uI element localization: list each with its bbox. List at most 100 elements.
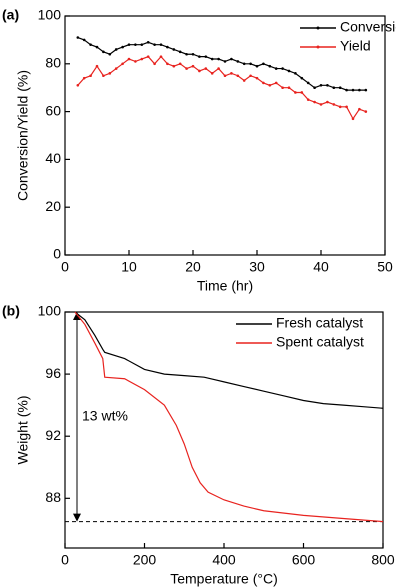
data-point (249, 74, 252, 78)
data-point (345, 88, 348, 92)
data-point (108, 72, 112, 75)
legend-label: Conversion (340, 19, 396, 35)
x-axis-label: Time (hr) (197, 278, 253, 294)
data-point (262, 62, 265, 66)
data-point (306, 98, 310, 101)
data-point (204, 67, 208, 70)
data-point (82, 38, 86, 42)
data-point (127, 43, 131, 46)
data-point (178, 50, 182, 54)
y-tick-label: 100 (38, 7, 62, 23)
x-tick-label: 50 (377, 259, 393, 275)
x-tick-label: 400 (212, 552, 236, 568)
data-point (294, 72, 297, 75)
y-tick-label: 80 (45, 55, 61, 71)
data-point (102, 74, 105, 78)
data-point (204, 55, 208, 58)
data-point (236, 60, 240, 63)
legend-marker (316, 45, 320, 49)
data-point (274, 67, 278, 70)
data-point (108, 52, 112, 56)
data-point (140, 43, 144, 46)
data-point (140, 57, 144, 61)
data-point (319, 103, 323, 106)
y-tick-label: 100 (38, 303, 62, 319)
data-point (127, 57, 131, 61)
data-point (172, 48, 176, 51)
data-point (82, 76, 86, 80)
data-point (146, 55, 150, 58)
y-tick-label: 20 (45, 198, 61, 214)
data-point (172, 64, 176, 68)
data-point (121, 62, 124, 66)
y-tick-label: 96 (45, 365, 61, 381)
data-point (364, 88, 368, 92)
data-point (76, 84, 80, 87)
data-point (95, 64, 99, 68)
y-tick-label: 0 (53, 246, 61, 262)
legend-label: Fresh catalyst (276, 315, 363, 331)
data-point (332, 86, 336, 89)
x-tick-label: 30 (249, 259, 265, 275)
legend-label: Yield (340, 38, 371, 54)
data-point (191, 64, 195, 68)
data-point (332, 103, 336, 106)
data-point (217, 57, 220, 61)
data-point (230, 57, 233, 61)
data-point (242, 62, 246, 66)
data-point (249, 62, 252, 66)
plot-frame (64, 15, 386, 256)
data-point (134, 43, 137, 46)
data-point (351, 88, 355, 92)
data-point (198, 55, 201, 58)
x-tick-label: 40 (313, 259, 329, 275)
data-point (300, 91, 304, 94)
x-tick-label: 10 (121, 259, 137, 275)
data-point (287, 86, 291, 89)
y-tick-label: 88 (45, 489, 61, 505)
data-point (364, 110, 368, 113)
y-tick-label: 40 (45, 150, 61, 166)
data-point (236, 74, 240, 78)
data-line (77, 36, 366, 91)
data-point (313, 86, 316, 89)
data-point (319, 84, 323, 87)
y-axis-label: Conversion/Yield (%) (15, 70, 31, 201)
data-point (191, 52, 195, 56)
x-tick-label: 0 (61, 552, 69, 568)
data-point (153, 43, 156, 46)
data-point (95, 45, 99, 49)
data-point (89, 74, 92, 78)
data-point (255, 64, 259, 68)
x-tick-label: 800 (371, 552, 395, 568)
data-point (358, 88, 361, 92)
data-point (242, 79, 246, 82)
data-point (121, 45, 124, 49)
legend-label: Spent catalyst (276, 334, 364, 350)
x-tick-label: 200 (133, 552, 157, 568)
y-tick-label: 60 (45, 102, 61, 118)
data-point (223, 60, 227, 63)
data-point (223, 74, 227, 78)
data-point (313, 100, 316, 104)
data-point (76, 36, 80, 39)
data-point (306, 81, 310, 85)
data-point (159, 43, 163, 46)
data-point (178, 62, 182, 66)
data-point (210, 57, 214, 61)
y-axis-label: Weight (%) (15, 396, 31, 465)
y-tick-label: 92 (45, 427, 61, 443)
data-point (274, 81, 278, 85)
data-point (345, 105, 348, 109)
data-point (159, 55, 163, 58)
data-line (77, 55, 367, 120)
data-point (300, 76, 304, 80)
data-point (262, 81, 265, 85)
data-point (153, 62, 156, 66)
data-point (268, 84, 272, 87)
data-point (217, 67, 220, 70)
data-point (326, 84, 329, 87)
data-point (185, 67, 188, 70)
data-point (89, 43, 92, 46)
